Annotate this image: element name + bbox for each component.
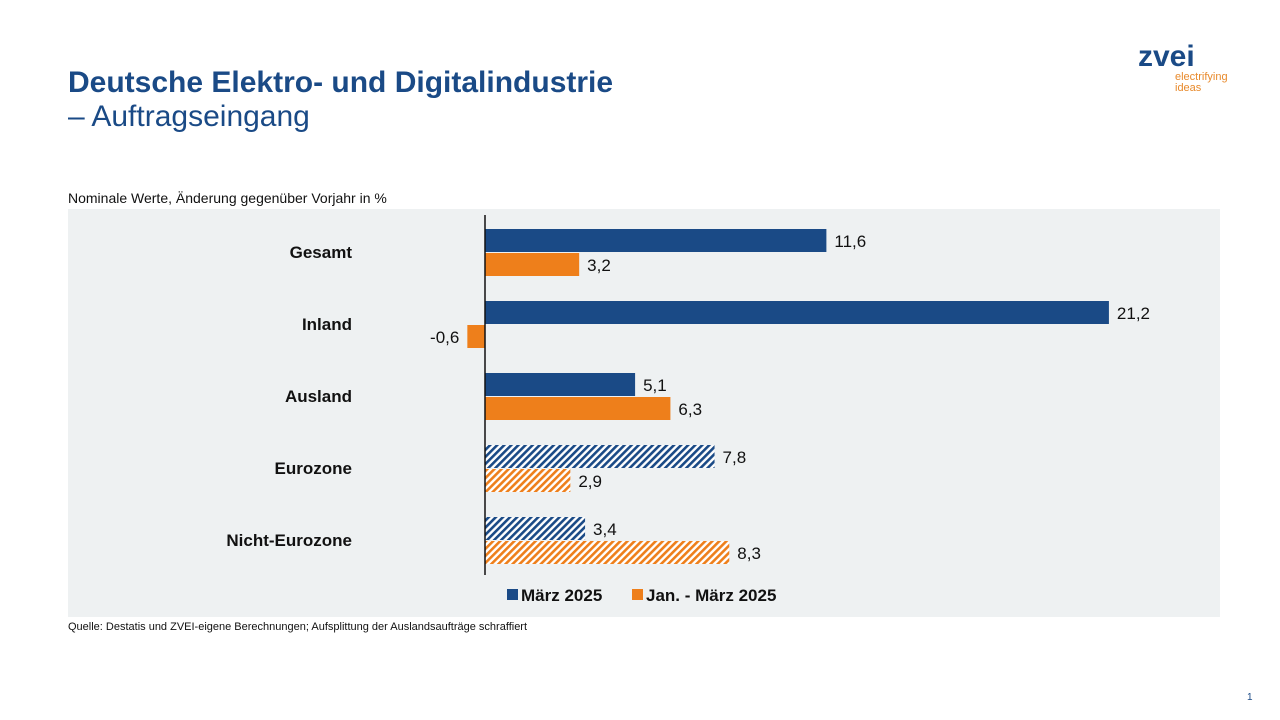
data-label: 7,8 [723, 448, 747, 467]
category-label: Nicht-Eurozone [226, 531, 352, 550]
legend-label: Jan. - März 2025 [646, 586, 776, 605]
bar [485, 445, 715, 468]
data-label: 21,2 [1117, 304, 1150, 323]
data-label: -0,6 [430, 328, 459, 347]
data-label: 6,3 [678, 400, 702, 419]
data-label: 5,1 [643, 376, 667, 395]
category-label: Eurozone [275, 459, 352, 478]
chart-subtitle: Nominale Werte, Änderung gegenüber Vorja… [68, 190, 387, 206]
bar [485, 229, 827, 252]
page-title: Deutsche Elektro- und Digitalindustrie –… [68, 66, 613, 134]
bar [485, 253, 580, 276]
bar [467, 325, 485, 348]
data-label: 3,4 [593, 520, 617, 539]
bar [485, 541, 730, 564]
legend-label: März 2025 [521, 586, 602, 605]
data-label: 8,3 [737, 544, 761, 563]
zvei-logo: zvei electrifying ideas [1138, 40, 1228, 94]
page-number: 1 [1247, 692, 1253, 703]
legend-swatch [507, 589, 518, 600]
data-label: 3,2 [587, 256, 611, 275]
bar [485, 301, 1109, 324]
legend-swatch [632, 589, 643, 600]
bar [485, 373, 636, 396]
bar [485, 469, 571, 492]
data-label: 11,6 [834, 232, 866, 251]
data-label: 2,9 [578, 472, 602, 491]
source-note: Quelle: Destatis und ZVEI-eigene Berechn… [68, 621, 528, 633]
title-sub: – Auftragseingang [68, 100, 310, 133]
bar [485, 517, 586, 540]
title-main: Deutsche Elektro- und Digitalindustrie [68, 66, 614, 99]
bar [485, 397, 671, 420]
category-label: Inland [302, 315, 352, 334]
category-label: Gesamt [290, 243, 353, 262]
category-label: Ausland [285, 387, 352, 406]
